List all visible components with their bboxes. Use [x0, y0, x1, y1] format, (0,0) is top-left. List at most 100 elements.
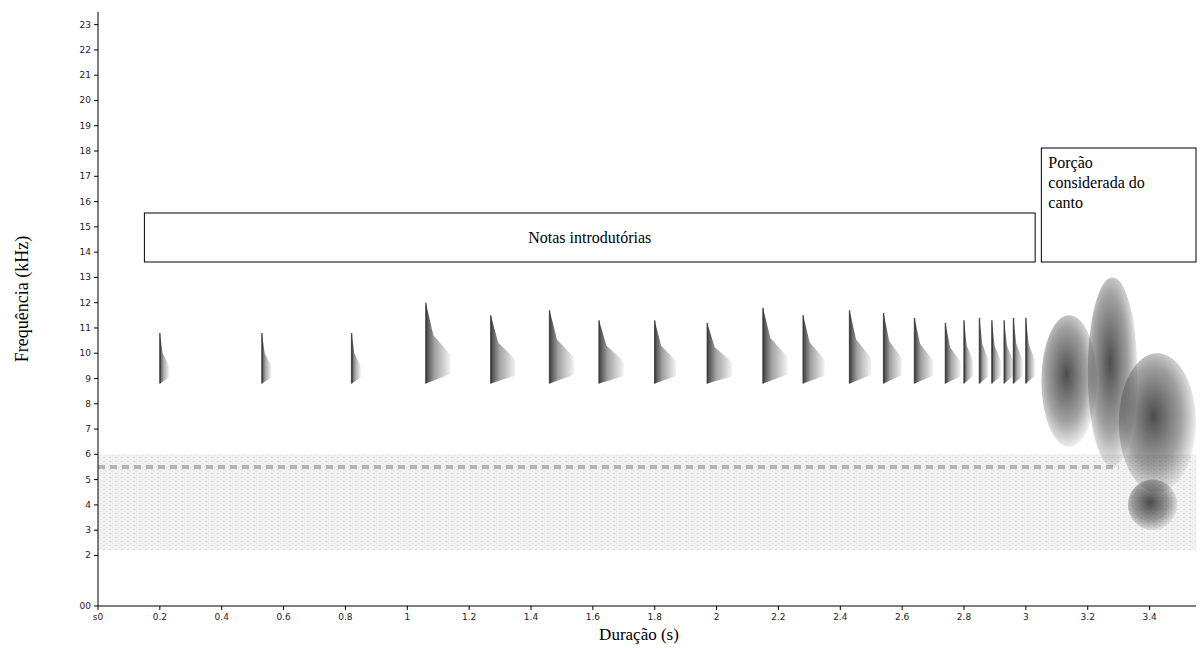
x-tick: [654, 606, 655, 610]
y-tick: [94, 606, 98, 607]
y-tick: [94, 100, 98, 101]
x-tick: [964, 606, 965, 610]
x-tick-label: s0: [93, 612, 104, 622]
x-tick-label: 3: [1023, 612, 1029, 622]
y-tick-label: 13: [80, 272, 91, 282]
x-tick-label: 1.4: [524, 612, 539, 622]
y-tick-label: 12: [80, 298, 91, 308]
y-tick: [94, 429, 98, 430]
note-onset: [762, 308, 764, 384]
y-tick: [94, 403, 98, 404]
note-onset: [914, 318, 916, 384]
y-tick-label: 7: [85, 424, 91, 434]
y-tick: [94, 504, 98, 505]
note-onset: [945, 323, 947, 384]
y-tick-label: 16: [80, 197, 92, 207]
y-tick: [94, 125, 98, 126]
introductory-note: [352, 333, 361, 384]
x-tick: [531, 606, 532, 610]
y-tick-label: 21: [80, 70, 91, 80]
x-axis: [98, 606, 1196, 607]
x-tick: [159, 606, 160, 610]
introductory-note: [946, 323, 961, 384]
note-onset: [1003, 320, 1005, 383]
introductory-note: [763, 308, 788, 384]
x-tick-label: 0.4: [215, 612, 230, 622]
note-onset: [261, 333, 263, 384]
introductory-note: [992, 320, 1001, 383]
x-tick-label: 0.6: [276, 612, 291, 622]
x-tick-label: 2.4: [833, 612, 848, 622]
note-onset: [979, 318, 981, 384]
introductory-note: [426, 303, 451, 384]
y-tick-label: 9: [85, 374, 91, 384]
y-tick: [94, 49, 98, 50]
y-tick: [94, 201, 98, 202]
y-tick-label: 19: [80, 121, 92, 131]
note-onset: [1025, 318, 1027, 384]
note-onset: [707, 323, 709, 384]
introductory-note: [707, 323, 732, 384]
annotation-text: Notas introdutórias: [528, 229, 651, 246]
y-tick-label: 6: [85, 449, 91, 459]
x-tick: [1149, 606, 1150, 610]
note-onset: [991, 320, 993, 383]
x-tick-label: 2.8: [957, 612, 972, 622]
note-onset: [490, 315, 492, 383]
y-tick-label: 10: [80, 348, 92, 358]
y-tick-label: 17: [80, 171, 91, 181]
note-onset: [963, 320, 965, 383]
y-tick-label: 2: [85, 550, 91, 560]
note-onset: [598, 320, 600, 383]
y-tick-label: 14: [80, 247, 92, 257]
note-onset: [802, 315, 804, 383]
introductory-note: [915, 318, 934, 384]
y-tick: [94, 277, 98, 278]
y-tick: [94, 454, 98, 455]
introductory-note: [964, 320, 973, 383]
x-tick-label: 3.2: [1081, 612, 1095, 622]
y-tick-label: 20: [80, 95, 92, 105]
x-tick: [98, 606, 99, 610]
x-axis-title: Duração (s): [599, 625, 679, 644]
y-tick: [94, 327, 98, 328]
x-tick-label: 1.8: [648, 612, 663, 622]
note-onset: [849, 310, 851, 383]
song-element: [1128, 480, 1177, 531]
x-tick: [1087, 606, 1088, 610]
introductory-note: [1004, 320, 1013, 383]
y-tick: [94, 226, 98, 227]
x-tick: [592, 606, 593, 610]
x-tick-label: 2.6: [895, 612, 910, 622]
introductory-note: [1026, 318, 1035, 384]
x-tick-label: 3.4: [1142, 612, 1157, 622]
y-tick: [94, 302, 98, 303]
y-tick: [94, 252, 98, 253]
y-tick: [94, 378, 98, 379]
introductory-note: [491, 315, 516, 383]
x-tick-label: 0.2: [153, 612, 167, 622]
y-tick-label: 5: [85, 475, 91, 485]
x-tick: [283, 606, 284, 610]
introductory-note: [803, 315, 825, 383]
x-tick-label: 1.2: [462, 612, 476, 622]
y-tick-label: 23: [80, 20, 91, 30]
y-tick-label: 4: [85, 500, 91, 510]
y-tick: [94, 176, 98, 177]
y-tick: [94, 75, 98, 76]
y-tick: [94, 555, 98, 556]
introductory-note: [980, 318, 989, 384]
x-tick: [221, 606, 222, 610]
y-axis: [98, 12, 99, 606]
y-tick: [94, 353, 98, 354]
note-onset: [159, 333, 161, 384]
x-tick: [840, 606, 841, 610]
introductory-note: [599, 320, 624, 383]
x-tick: [407, 606, 408, 610]
y-tick: [94, 479, 98, 480]
annotation-box: [144, 213, 1035, 262]
chart: 00234567891011121314151617181920212223s0…: [0, 0, 1201, 648]
x-tick: [469, 606, 470, 610]
introductory-note: [1014, 318, 1023, 384]
y-axis-title: Frequência (kHz): [12, 236, 33, 362]
